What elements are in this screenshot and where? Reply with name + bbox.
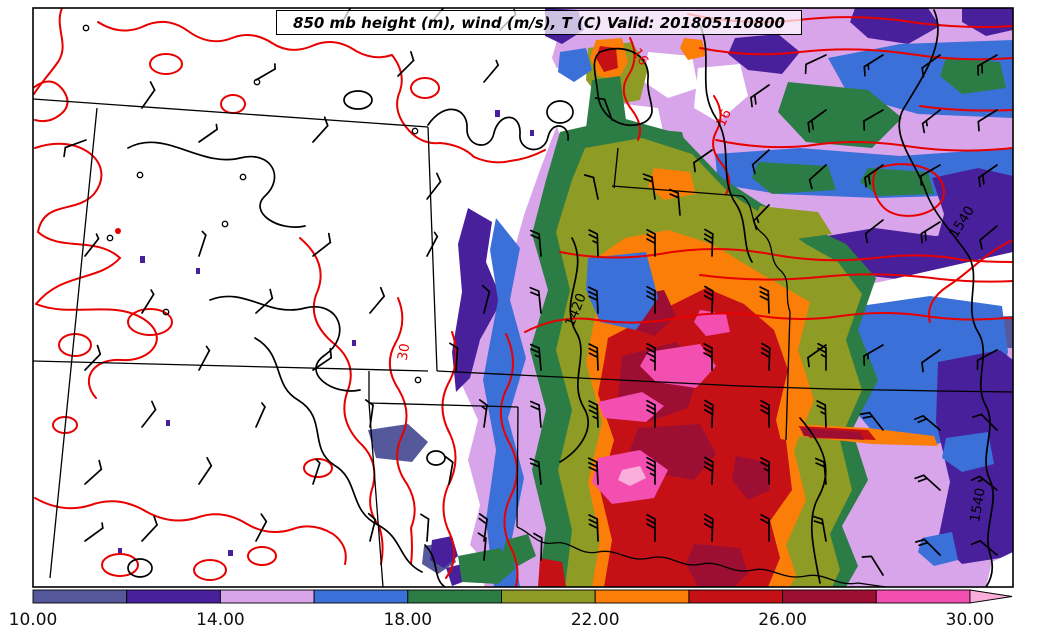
calm-wind-circle [412, 128, 417, 133]
wind-barb [313, 234, 330, 256]
calm-wind-circle [415, 377, 420, 382]
border-co-ks [428, 127, 437, 371]
colorbar-tick-label: 18.00 [383, 610, 432, 630]
colorbar-segment [314, 590, 408, 603]
border-41n [33, 99, 428, 127]
colorbar-tick-label: 22.00 [571, 610, 620, 630]
colorbar-segment [220, 590, 314, 603]
colorbar-segment [502, 590, 596, 603]
calm-wind-circle [83, 25, 88, 30]
wind-barb [199, 124, 217, 142]
calm-wind-circle [107, 235, 112, 240]
wind-barb [142, 516, 157, 541]
colorbar [33, 590, 1012, 603]
colorbar-segment [689, 590, 783, 603]
calm-wind-circle [222, 221, 227, 226]
red-station-dot [115, 228, 121, 234]
colorbar-segment [33, 590, 127, 603]
colorbar-segment [127, 590, 221, 603]
colorbar-tick-label: 26.00 [758, 610, 807, 630]
wind-barb [256, 64, 275, 80]
colorbar-tick-labels: 10.00 14.00 18.00 22.00 26.00 30.00 [9, 610, 995, 630]
wind-barb [199, 458, 211, 484]
wind-barb [199, 231, 206, 256]
wind-barb [256, 290, 272, 313]
contour-label: 30 [395, 342, 414, 362]
temperature-fill-layer [118, 8, 1013, 587]
wind-barb [427, 173, 441, 199]
wind-barb [256, 514, 266, 541]
wind-barb [256, 403, 265, 427]
colorbar-tick-label: 14.00 [196, 610, 245, 630]
colorbar-tick-label: 10.00 [9, 610, 58, 630]
wind-barb [85, 461, 101, 484]
colorbar-segment [876, 590, 970, 603]
wind-barb [142, 82, 155, 108]
colorbar-segment [595, 590, 689, 603]
wind-barb [313, 117, 328, 142]
colorbar-overflow-arrow [970, 590, 1012, 603]
plot-title: 850 mb height (m), wind (m/s), T (C) Val… [276, 10, 802, 35]
wind-barb [313, 459, 320, 484]
wind-barb [421, 514, 429, 541]
wind-barb [142, 401, 156, 427]
wind-barb [484, 61, 498, 82]
colorbar-segment [783, 590, 877, 603]
calm-wind-circle [240, 174, 245, 179]
colorbar-tick-label: 30.00 [946, 610, 995, 630]
wind-barb [199, 346, 209, 370]
wind-barb [369, 514, 376, 541]
colorbar-segment [408, 590, 502, 603]
wind-barb [85, 523, 103, 541]
calm-wind-circle [137, 172, 142, 177]
wind-barb [370, 288, 384, 313]
